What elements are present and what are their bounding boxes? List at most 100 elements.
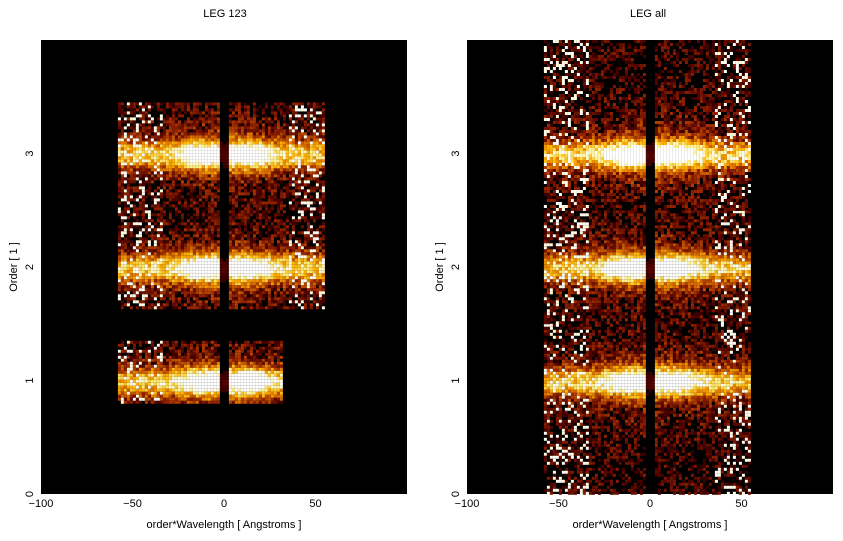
heatmap-cell — [270, 264, 274, 268]
heatmap-cell — [261, 111, 265, 115]
heatmap-cell — [165, 397, 169, 401]
heatmap-cell — [156, 394, 160, 398]
heatmap-cell — [165, 352, 169, 356]
heatmap-cell — [255, 291, 259, 295]
heatmap-cell — [240, 156, 244, 160]
heatmap-cell — [153, 382, 157, 386]
heatmap-cell — [216, 141, 220, 145]
heatmap-cell — [183, 141, 187, 145]
heatmap-cell — [270, 186, 274, 190]
heatmap-cell — [246, 162, 250, 166]
heatmap-cell — [159, 297, 163, 301]
heatmap-cell — [153, 153, 157, 157]
heatmap-cell — [258, 153, 262, 157]
heatmap-cell — [117, 105, 121, 109]
heatmap-cell — [117, 370, 121, 374]
heatmap-cell — [246, 108, 250, 112]
heatmap-cell — [294, 174, 298, 178]
heatmap-cell — [153, 297, 157, 301]
heatmap-cell — [210, 291, 214, 295]
heatmap-cell — [543, 323, 547, 327]
heatmap-cell — [294, 285, 298, 289]
heatmap-cell — [270, 189, 274, 193]
heatmap-cell — [312, 240, 316, 244]
heatmap-cell — [306, 231, 310, 235]
heatmap-cell — [195, 156, 199, 160]
heatmap-cell — [279, 102, 283, 106]
heatmap-cell — [213, 370, 217, 374]
heatmap-cell — [258, 162, 262, 166]
heatmap-cell — [123, 159, 127, 163]
heatmap-cell — [255, 153, 259, 157]
heatmap-cell — [267, 132, 271, 136]
heatmap-cell — [132, 102, 136, 106]
heatmap-cell — [198, 132, 202, 136]
heatmap-cell — [270, 237, 274, 241]
heatmap-cell — [270, 370, 274, 374]
heatmap-cell — [120, 114, 124, 118]
heatmap-cell — [147, 174, 151, 178]
heatmap-cell — [258, 165, 262, 169]
heatmap-cell — [279, 189, 283, 193]
heatmap-cell — [234, 150, 238, 154]
heatmap-cell — [711, 323, 715, 327]
heatmap-cell — [246, 132, 250, 136]
heatmap-cell — [150, 382, 154, 386]
heatmap-cell — [309, 153, 313, 157]
heatmap-cell — [234, 231, 238, 235]
heatmap-cell — [216, 258, 220, 262]
heatmap-cell — [135, 132, 139, 136]
heatmap-cell — [288, 240, 292, 244]
heatmap-cell — [171, 231, 175, 235]
heatmap-cell — [186, 156, 190, 160]
heatmap-cell — [318, 117, 322, 121]
heatmap-cell — [261, 189, 265, 193]
heatmap-cell — [267, 168, 271, 172]
heatmap-cell — [117, 255, 121, 259]
heatmap-cell — [219, 150, 223, 154]
heatmap-cell — [273, 102, 277, 106]
heatmap-cell — [150, 153, 154, 157]
heatmap-cell — [312, 216, 316, 220]
heatmap-cell — [150, 400, 154, 404]
heatmap-cell — [138, 165, 142, 169]
heatmap-cell — [150, 358, 154, 362]
heatmap-cell — [189, 228, 193, 232]
heatmap-cell — [183, 379, 187, 383]
heatmap-cell — [174, 300, 178, 304]
heatmap-cell — [159, 219, 163, 223]
heatmap-cell — [213, 306, 217, 310]
heatmap-cell — [300, 306, 304, 310]
heatmap-cell — [255, 382, 259, 386]
heatmap-cell — [126, 156, 130, 160]
heatmap-cell — [126, 237, 130, 241]
heatmap-cell — [153, 294, 157, 298]
heatmap-cell — [270, 361, 274, 365]
heatmap-cell — [129, 195, 133, 199]
heatmap-cell — [180, 340, 184, 344]
heatmap-cell — [156, 108, 160, 112]
heatmap-cell — [291, 270, 295, 274]
heatmap-cell — [273, 397, 277, 401]
heatmap-cell — [267, 138, 271, 142]
heatmap-cell — [240, 222, 244, 226]
heatmap-cell — [198, 358, 202, 362]
heatmap-cell — [228, 159, 232, 163]
heatmap-cell — [207, 364, 211, 368]
heatmap-cell — [204, 141, 208, 145]
heatmap-cell — [249, 213, 253, 217]
heatmap-cell — [237, 111, 241, 115]
heatmap-cell — [189, 258, 193, 262]
heatmap-cell — [312, 138, 316, 142]
heatmap-cell — [264, 288, 268, 292]
heatmap-cell — [210, 126, 214, 130]
heatmap-cell — [243, 373, 247, 377]
panel1-xlabel: order*Wavelength [ Angstroms ] — [147, 519, 302, 531]
heatmap-cell — [300, 297, 304, 301]
heatmap-cell — [147, 400, 151, 404]
heatmap-cell — [147, 261, 151, 265]
heatmap-cell — [279, 222, 283, 226]
heatmap-cell — [126, 207, 130, 211]
heatmap-cell — [201, 132, 205, 136]
heatmap-cell — [252, 129, 256, 133]
